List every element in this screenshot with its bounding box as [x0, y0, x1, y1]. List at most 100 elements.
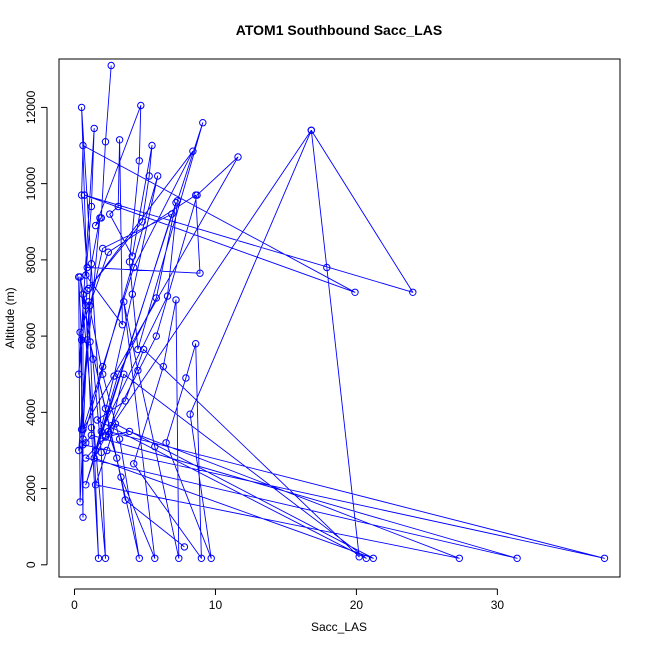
data-point [77, 103, 86, 112]
data-point [75, 370, 83, 378]
data-point [189, 147, 197, 155]
data-point [120, 298, 128, 306]
data-point [84, 284, 93, 293]
data-point [455, 554, 463, 562]
data-point [89, 355, 97, 363]
data-point [139, 345, 148, 354]
y-tick-label: 12000 [24, 90, 38, 124]
data-point [97, 427, 106, 436]
data-point [79, 141, 87, 150]
data-point [118, 321, 127, 329]
data-point [135, 554, 144, 562]
data-point [134, 345, 142, 354]
data-point [234, 153, 242, 161]
data-point [93, 416, 101, 424]
data-point [87, 260, 96, 268]
data-point [207, 554, 215, 562]
data-point [182, 374, 190, 382]
x-axis: 0 10 20 30 [71, 588, 505, 612]
data-point [91, 481, 100, 489]
data-point [106, 210, 114, 218]
data-point [104, 248, 113, 256]
data-point [137, 101, 145, 110]
data-point [192, 191, 200, 199]
data-point [128, 252, 137, 260]
data-point [77, 191, 86, 199]
data-point [82, 454, 90, 462]
data-point [513, 554, 521, 562]
data-point [163, 292, 172, 300]
data-point [104, 427, 113, 436]
data-point [130, 460, 138, 468]
data-point [96, 214, 104, 222]
y-tick-label: 2000 [24, 475, 38, 502]
data-point [196, 269, 204, 277]
data-point [76, 328, 84, 336]
data-point [115, 435, 124, 443]
data-point [107, 422, 115, 430]
y-axis-label: Altitude (m) [3, 287, 17, 348]
data-point [77, 336, 86, 344]
data-point [600, 554, 609, 562]
data-point [113, 454, 121, 462]
data-point [135, 157, 144, 165]
data-point [152, 332, 161, 340]
data-point [86, 301, 94, 310]
data-point [90, 124, 98, 133]
data-point [114, 370, 122, 378]
data-point [151, 554, 159, 562]
data-point [87, 431, 96, 439]
data-point [199, 119, 207, 127]
data-point [121, 496, 129, 504]
y-tick-label: 10000 [24, 167, 38, 201]
series-layer [75, 61, 609, 562]
data-point [80, 191, 89, 199]
data-point [111, 420, 120, 428]
data-point [186, 410, 194, 418]
x-tick-label: 10 [209, 598, 223, 612]
data-point [362, 554, 370, 562]
y-axis: 0 2000 4000 6000 8000 10000 12000 [24, 90, 48, 568]
data-point [172, 296, 180, 304]
data-point [94, 554, 103, 562]
data-point [87, 423, 96, 432]
data-point [152, 294, 161, 302]
data-point [175, 554, 183, 562]
data-point [101, 433, 110, 441]
x-axis-label: Sacc_LAS [311, 620, 367, 634]
data-point [117, 473, 125, 481]
data-point [151, 442, 159, 451]
data-point [120, 370, 128, 378]
data-point [76, 273, 84, 281]
data-point [138, 218, 146, 226]
data-point [307, 126, 315, 135]
y-tick-label: 8000 [24, 246, 38, 273]
data-point [168, 210, 176, 218]
data-point [355, 553, 363, 561]
data-point [76, 498, 84, 506]
data-point [87, 202, 96, 211]
data-point [159, 362, 168, 371]
data-point [101, 554, 110, 562]
data-point [83, 286, 91, 295]
data-point [369, 554, 377, 562]
y-tick-label: 0 [24, 561, 38, 568]
data-point [180, 543, 189, 551]
data-point [90, 454, 98, 462]
data-point [101, 138, 110, 146]
x-tick-label: 30 [491, 598, 505, 612]
data-point [125, 427, 134, 436]
data-point [82, 481, 90, 489]
data-point [99, 244, 107, 253]
data-point [107, 61, 115, 70]
data-point [101, 404, 110, 413]
data-point [79, 513, 87, 521]
data-point [173, 197, 182, 205]
data-point [110, 372, 118, 380]
data-point [192, 340, 200, 348]
y-tick-label: 4000 [24, 399, 38, 426]
data-point [114, 202, 122, 211]
data-point [79, 441, 87, 449]
